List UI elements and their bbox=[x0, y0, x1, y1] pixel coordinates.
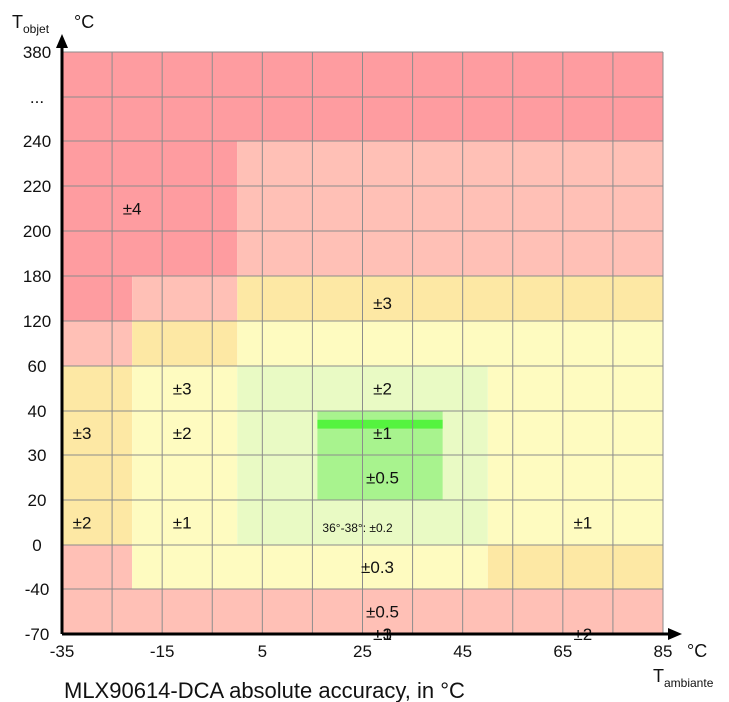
accuracy-zone bbox=[237, 141, 663, 276]
y-tick-label: 30 bbox=[28, 446, 47, 465]
x-tick-label: 5 bbox=[258, 642, 267, 661]
x-tick-label: 65 bbox=[553, 642, 572, 661]
y-tick-label: 180 bbox=[23, 267, 51, 286]
zone-label: ±2 bbox=[73, 514, 92, 533]
y-axis-unit: °C bbox=[74, 12, 94, 32]
y-tick-label: 60 bbox=[28, 357, 47, 376]
zone-label: ±0.3 bbox=[361, 558, 394, 577]
chart-titles: Tobjet °C °C Tambiante MLX90614-DCA absolute… bbox=[12, 12, 714, 702]
x-tick-label: 25 bbox=[353, 642, 372, 661]
y-tick-label: 220 bbox=[23, 177, 51, 196]
y-tick-label: 120 bbox=[23, 312, 51, 331]
y-tick-label: 20 bbox=[28, 491, 47, 510]
accuracy-zone bbox=[62, 321, 133, 366]
y-axis-arrow bbox=[56, 34, 68, 48]
x-axis-arrow bbox=[668, 628, 682, 640]
accuracy-zone bbox=[487, 545, 663, 589]
accuracy-zone bbox=[62, 276, 133, 321]
zone-label: ±2 bbox=[173, 424, 192, 443]
accuracy-zone bbox=[62, 141, 238, 276]
accuracy-zone bbox=[132, 321, 238, 366]
zone-label: ±0.5 bbox=[366, 603, 399, 622]
y-tick-label: ... bbox=[30, 88, 44, 107]
zone-label: ±1 bbox=[173, 514, 192, 533]
x-tick-label: -15 bbox=[150, 642, 175, 661]
zone-label: ±3 bbox=[73, 424, 92, 443]
chart-grid bbox=[61, 51, 664, 635]
band-label: 36°-38°: ±0.2 bbox=[322, 521, 393, 535]
y-tick-label: 200 bbox=[23, 222, 51, 241]
accuracy-zone bbox=[317, 419, 443, 429]
chart-title: MLX90614-DCA absolute accuracy, in °C bbox=[64, 678, 465, 702]
x-axis-title: Tambiante bbox=[653, 666, 714, 690]
x-tick-label: -35 bbox=[50, 642, 75, 661]
y-axis-title: Tobjet bbox=[12, 12, 50, 36]
y-tick-label: -40 bbox=[25, 580, 50, 599]
accuracy-zone bbox=[237, 321, 663, 366]
y-tick-label: 380 bbox=[23, 43, 51, 62]
zone-label: ±1 bbox=[573, 514, 592, 533]
zone-label: ±0.5 bbox=[366, 469, 399, 488]
y-tick-label: -70 bbox=[25, 625, 50, 644]
accuracy-zone bbox=[62, 545, 133, 589]
zone-label: ±3 bbox=[373, 294, 392, 313]
zone-label: ±1 bbox=[373, 424, 392, 443]
chart-axes: 380...240220200180120604030200-40-70-35-… bbox=[23, 34, 682, 661]
x-tick-label: 45 bbox=[453, 642, 472, 661]
y-tick-label: 240 bbox=[23, 132, 51, 151]
accuracy-zone bbox=[132, 545, 488, 589]
x-axis-unit: °C bbox=[687, 641, 707, 661]
zone-label: ±4 bbox=[123, 200, 142, 219]
zone-label: ±3 bbox=[173, 380, 192, 399]
accuracy-zone bbox=[132, 276, 238, 321]
x-tick-label: 85 bbox=[654, 642, 673, 661]
zone-label: ±2 bbox=[373, 380, 392, 399]
y-tick-label: 0 bbox=[32, 536, 41, 555]
y-tick-label: 40 bbox=[28, 402, 47, 421]
accuracy-zone bbox=[237, 276, 663, 321]
